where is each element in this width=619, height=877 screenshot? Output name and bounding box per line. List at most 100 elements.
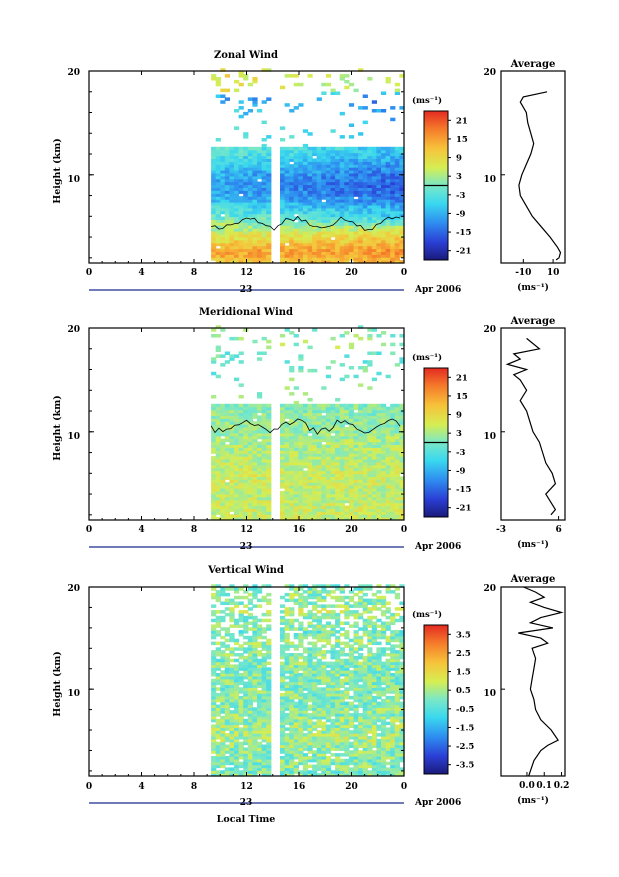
heat-cell — [252, 421, 257, 425]
x-tick-label: 16 — [293, 268, 306, 278]
heat-cell — [248, 109, 253, 113]
heat-cell — [216, 190, 221, 194]
heat-cell — [225, 587, 230, 591]
profile-line — [519, 92, 561, 260]
heat-cell — [331, 497, 336, 501]
heat-cell — [239, 653, 244, 657]
heat-cell — [257, 392, 262, 396]
heat-cell — [225, 190, 230, 194]
y-axis-label: Height (km) — [52, 138, 63, 204]
heat-cell — [252, 404, 257, 408]
heat-cell — [321, 687, 326, 691]
heat-cell — [303, 144, 308, 148]
heat-cell — [211, 619, 216, 623]
heat-cell — [349, 447, 354, 451]
heat-cell — [372, 447, 377, 451]
heat-cell — [367, 352, 372, 356]
heat-cell — [257, 690, 262, 694]
heat-cell — [262, 121, 267, 125]
heat-cell — [321, 722, 326, 726]
heat-cell — [234, 447, 239, 451]
heat-cell — [335, 497, 340, 501]
heat-cell — [326, 756, 331, 760]
heat-cell — [220, 650, 225, 654]
profile-frame — [501, 328, 565, 520]
heat-cell — [266, 190, 271, 194]
heat-cell — [234, 404, 239, 408]
heat-cell — [285, 328, 290, 332]
heat-cell — [390, 190, 395, 194]
heat-cell — [239, 447, 244, 451]
heat-cell — [344, 331, 349, 335]
heat-cell — [303, 340, 308, 344]
heat-cell — [225, 627, 230, 631]
heat-cell — [225, 733, 230, 737]
profile-y-tick: 20 — [483, 68, 496, 78]
heat-cell — [395, 147, 400, 151]
heat-cell — [257, 497, 262, 501]
heat-cell — [317, 730, 322, 734]
heat-cell — [386, 497, 391, 501]
heat-cell — [266, 599, 271, 603]
heat-cell — [331, 360, 336, 364]
heat-cell — [376, 190, 381, 194]
x-tick-label: 0 — [86, 525, 92, 535]
heat-cell — [280, 86, 285, 90]
heat-cell — [308, 190, 313, 194]
heat-cell — [358, 447, 363, 451]
heat-cell — [239, 404, 244, 408]
heat-cell — [312, 190, 317, 194]
heat-cell — [211, 147, 216, 151]
heat-cell — [308, 404, 313, 408]
heat-cell — [252, 190, 257, 194]
heat-cell — [234, 378, 239, 382]
heat-cell — [344, 190, 349, 194]
heat-cell — [289, 497, 294, 501]
heat-cell — [349, 103, 354, 107]
heat-cell — [298, 593, 303, 597]
heat-cell — [376, 352, 381, 356]
heat-cell — [225, 444, 230, 448]
heat-cell — [216, 642, 221, 646]
x-tick-label: 0 — [401, 525, 407, 535]
heat-cell — [266, 639, 271, 643]
heat-cell — [335, 92, 340, 96]
heat-cell — [252, 97, 257, 101]
heat-cell — [285, 246, 290, 250]
heat-cell — [216, 647, 221, 651]
heat-cell — [294, 401, 299, 405]
heat-cell — [220, 587, 225, 591]
heat-cell — [317, 604, 322, 608]
x-tick-label: 16 — [293, 525, 306, 535]
heat-cell — [211, 190, 216, 194]
heat-cell — [229, 404, 234, 408]
heat-cell — [262, 642, 267, 646]
heat-cell — [376, 372, 381, 376]
heat-cell — [234, 647, 239, 651]
heat-cell — [248, 497, 253, 501]
heat-cell — [239, 100, 244, 104]
heat-cell — [257, 619, 262, 623]
heat-cell — [317, 147, 322, 151]
heat-cell — [266, 593, 271, 597]
heat-cell — [358, 147, 363, 151]
heat-cell — [312, 624, 317, 628]
heat-cell — [262, 613, 267, 617]
heat-cell — [262, 619, 267, 623]
heat-cell — [331, 147, 336, 151]
heat-cell — [294, 644, 299, 648]
colorbar-tick-label: 21 — [456, 373, 468, 383]
heat-cell — [239, 624, 244, 628]
heat-cell — [216, 693, 221, 697]
heat-cell — [386, 190, 391, 194]
heat-cell — [239, 742, 244, 746]
heat-cell — [317, 610, 322, 614]
heat-cell — [248, 83, 253, 87]
profile-unit: (ms⁻¹) — [517, 539, 549, 550]
heat-cell — [358, 497, 363, 501]
heat-cell — [312, 750, 317, 754]
heat-cell — [349, 497, 354, 501]
heat-cell — [262, 497, 267, 501]
heat-cell — [266, 662, 271, 666]
